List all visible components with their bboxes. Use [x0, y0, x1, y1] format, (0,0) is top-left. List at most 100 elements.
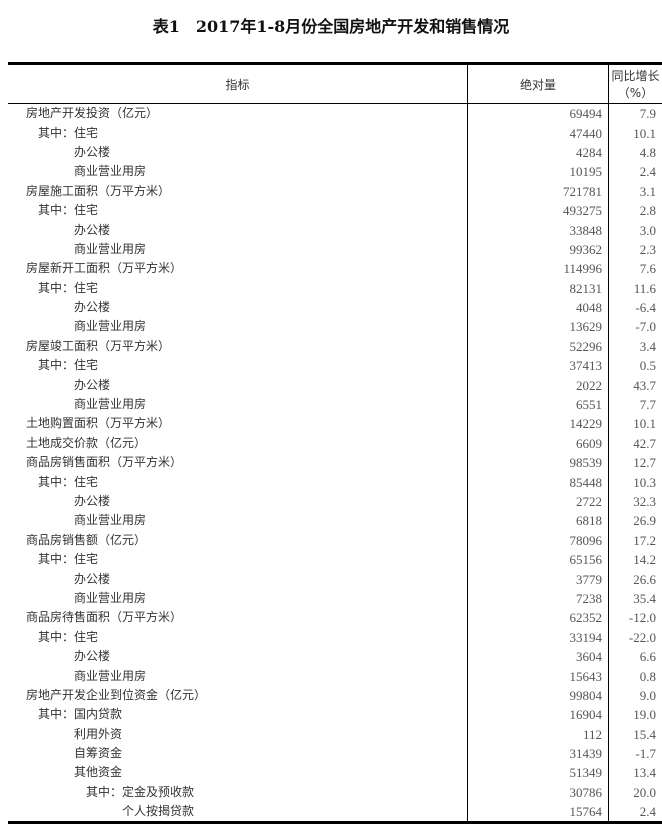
row-growth: 7.9: [609, 104, 662, 124]
row-label: 其中：国内贷款: [8, 705, 468, 724]
row-label: 其中：定金及预收款: [8, 783, 468, 802]
row-label: 其中：住宅: [8, 356, 468, 375]
row-growth: 13.4: [609, 763, 662, 782]
row-label: 商业营业用房: [8, 162, 468, 181]
row-label: 商业营业用房: [8, 511, 468, 530]
row-value: 33194: [468, 628, 609, 647]
row-value: 51349: [468, 763, 609, 782]
row-growth: 10.3: [609, 472, 662, 491]
row-growth: -1.7: [609, 744, 662, 763]
row-growth: 2.4: [609, 802, 662, 823]
row-label: 房屋新开工面积（万平方米）: [8, 259, 468, 278]
row-growth: 3.4: [609, 337, 662, 356]
row-value: 14229: [468, 414, 609, 433]
row-growth: -7.0: [609, 317, 662, 336]
row-label: 商业营业用房: [8, 240, 468, 259]
row-label: 商业营业用房: [8, 589, 468, 608]
row-label: 其中：住宅: [8, 279, 468, 298]
row-value: 112: [468, 725, 609, 744]
row-growth: 2.8: [609, 201, 662, 220]
row-label: 其中：住宅: [8, 201, 468, 220]
row-growth: 19.0: [609, 705, 662, 724]
header-absolute: 绝对量: [468, 64, 609, 104]
row-value: 52296: [468, 337, 609, 356]
row-value: 31439: [468, 744, 609, 763]
row-value: 47440: [468, 123, 609, 142]
row-growth: 26.9: [609, 511, 662, 530]
row-value: 493275: [468, 201, 609, 220]
row-value: 721781: [468, 182, 609, 201]
row-growth: 9.0: [609, 686, 662, 705]
row-value: 4284: [468, 143, 609, 162]
row-value: 30786: [468, 783, 609, 802]
row-label: 房屋施工面积（万平方米）: [8, 182, 468, 201]
row-label: 土地购置面积（万平方米）: [8, 414, 468, 433]
row-growth: 42.7: [609, 434, 662, 453]
row-label: 商业营业用房: [8, 666, 468, 685]
row-value: 16904: [468, 705, 609, 724]
row-label: 其中：住宅: [8, 550, 468, 569]
row-growth: 2.3: [609, 240, 662, 259]
header-row: 指标 绝对量 同比增长（%）: [8, 64, 662, 104]
row-value: 82131: [468, 279, 609, 298]
row-value: 99362: [468, 240, 609, 259]
row-growth: 7.7: [609, 395, 662, 414]
row-growth: 3.1: [609, 182, 662, 201]
row-label: 其中：住宅: [8, 472, 468, 491]
row-growth: 12.7: [609, 453, 662, 472]
row-value: 6818: [468, 511, 609, 530]
row-label: 房屋竣工面积（万平方米）: [8, 337, 468, 356]
row-value: 15643: [468, 666, 609, 685]
row-growth: 32.3: [609, 492, 662, 511]
row-growth: 43.7: [609, 375, 662, 394]
row-growth: -12.0: [609, 608, 662, 627]
row-growth: 10.1: [609, 414, 662, 433]
row-growth: 10.1: [609, 123, 662, 142]
row-growth: -22.0: [609, 628, 662, 647]
row-label: 商业营业用房: [8, 395, 468, 414]
row-value: 6551: [468, 395, 609, 414]
row-label: 商业营业用房: [8, 317, 468, 336]
row-label: 房地产开发投资（亿元）: [8, 104, 468, 124]
row-value: 33848: [468, 220, 609, 239]
row-label: 其中：住宅: [8, 628, 468, 647]
row-growth: 0.8: [609, 666, 662, 685]
row-label: 自筹资金: [8, 744, 468, 763]
row-value: 37413: [468, 356, 609, 375]
row-label: 利用外资: [8, 725, 468, 744]
row-value: 99804: [468, 686, 609, 705]
row-label: 办公楼: [8, 375, 468, 394]
row-value: 3604: [468, 647, 609, 666]
row-growth: 4.8: [609, 143, 662, 162]
row-value: 6609: [468, 434, 609, 453]
table-title: 表1 2017年1-8月份全国房地产开发和销售情况: [0, 13, 662, 37]
table-row: 商品房待售面积（万平方米）62352-12.0: [8, 608, 662, 627]
row-growth: 2.4: [609, 162, 662, 181]
row-value: 98539: [468, 453, 609, 472]
